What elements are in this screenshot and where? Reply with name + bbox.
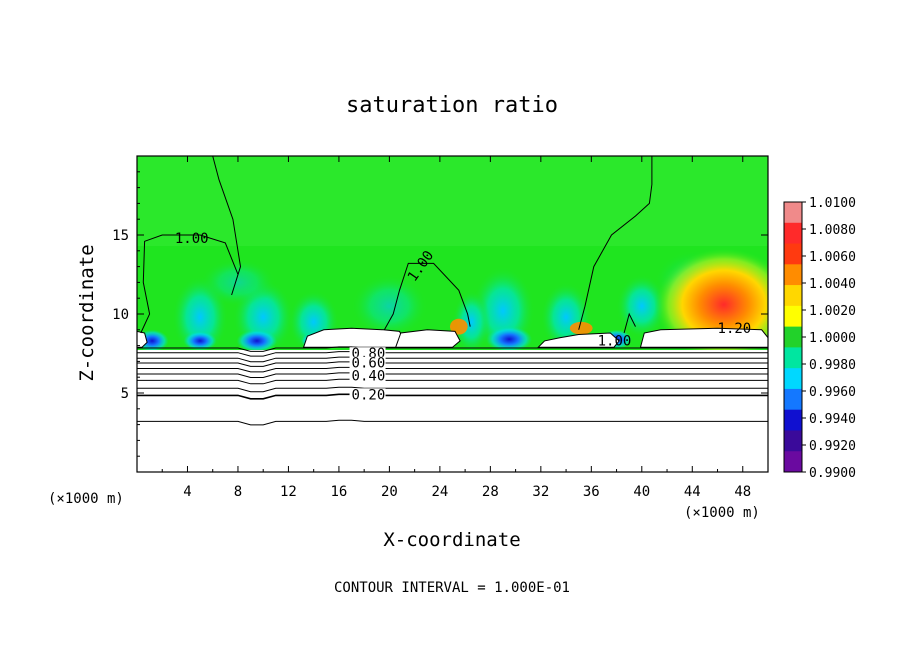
- colorbar-swatch: [784, 264, 802, 286]
- colorbar-label: 1.0020: [809, 304, 856, 319]
- colorbar-swatch: [784, 326, 802, 348]
- cloud-regions: [137, 327, 768, 348]
- field-anomalies: [137, 247, 768, 362]
- contour-label: 1.00: [175, 231, 209, 247]
- colorbar-swatch: [784, 285, 802, 307]
- contour-line: [137, 419, 768, 426]
- y-tick-label: 10: [112, 307, 129, 323]
- contour-line: [137, 378, 768, 385]
- colorbar-swatch: [784, 347, 802, 369]
- cloud-region: [537, 332, 620, 348]
- contour-line: [137, 372, 768, 378]
- colorbar-label: 0.9980: [809, 358, 856, 373]
- contour-line: [137, 361, 768, 367]
- colorbar-swatch: [784, 243, 802, 265]
- x-tick-label: 24: [431, 484, 448, 500]
- very-low-saturation-region: [183, 331, 217, 351]
- y-tick-label: 5: [121, 386, 129, 402]
- colorbar-label: 1.0100: [809, 196, 856, 211]
- contour-line: [137, 346, 768, 352]
- colorbar-swatch: [784, 222, 802, 245]
- low-saturation-region: [351, 274, 428, 338]
- x-tick-label: 20: [381, 484, 398, 500]
- low-saturation-region: [616, 274, 668, 338]
- x-tick-label: 32: [532, 484, 549, 500]
- colorbar-swatch: [784, 388, 802, 411]
- cloud-region: [394, 329, 461, 348]
- colorbar-swatch: [784, 430, 802, 452]
- supersaturation-spot: [449, 318, 468, 335]
- contour-line: [137, 351, 768, 357]
- contour-line: [137, 356, 768, 363]
- very-low-saturation-region: [486, 326, 533, 352]
- contour-label: 1.20: [718, 321, 752, 337]
- x-tick-label: 48: [734, 484, 751, 500]
- colorbar-swatch: [784, 409, 802, 431]
- contour-label: 0.20: [352, 387, 386, 403]
- contour-label-background: [349, 369, 386, 383]
- very-low-saturation-region: [236, 329, 278, 352]
- colorbar-swatch: [784, 202, 802, 224]
- below-cloud-white: [137, 350, 768, 472]
- cloud-region: [639, 327, 768, 348]
- supersaturation-spot: [569, 321, 593, 335]
- contour-label-background: [349, 356, 386, 370]
- colorbar-swatch: [784, 305, 802, 328]
- contour-line: [137, 386, 768, 393]
- x-tick-label: 8: [234, 484, 242, 500]
- contour-line: [623, 312, 636, 334]
- contour-line: [137, 393, 768, 400]
- field-upper-tint: [137, 156, 768, 246]
- x-tick-label: 4: [183, 484, 191, 500]
- cloud-region: [137, 330, 148, 348]
- x-tick-label: 16: [330, 484, 347, 500]
- colorbar-label: 0.9940: [809, 412, 856, 427]
- low-saturation-region: [452, 290, 491, 354]
- plot-area: 1.001.001.201.000.800.600.400.20: [137, 156, 768, 472]
- contour-label: 0.40: [352, 368, 386, 384]
- contour-line: [140, 156, 242, 334]
- colorbar-label: 0.9920: [809, 439, 856, 454]
- x-tick-label: 12: [280, 484, 297, 500]
- colorbar-label: 0.9900: [809, 466, 856, 481]
- contour-interval-note: CONTOUR INTERVAL = 1.000E-01: [334, 580, 570, 596]
- x-axis-ticks: 4 8 12 16 20 24 28 32 36 40 44 48: [161, 156, 751, 500]
- x-unit-left: (×1000 m): [48, 491, 124, 507]
- low-saturation-region: [200, 258, 276, 307]
- contour-label-background: [349, 388, 386, 402]
- y-axis-label: Z-coordinate: [76, 244, 98, 381]
- x-tick-label: 44: [684, 484, 701, 500]
- x-tick-label: 40: [633, 484, 650, 500]
- x-unit-right: (×1000 m): [684, 505, 760, 521]
- colorbar-swatch: [784, 368, 802, 390]
- contour-lines: [137, 156, 768, 426]
- y-axis-ticks: 5 10 15: [112, 171, 768, 457]
- contour-label: 0.60: [352, 356, 386, 372]
- colorbar-label: 0.9960: [809, 385, 856, 400]
- x-tick-label: 36: [583, 484, 600, 500]
- colorbar: 1.0100 1.0080 1.0060 1.0040 1.0020 1.0000 0.99…: [783, 196, 856, 481]
- colorbar-label: 1.0040: [809, 277, 856, 292]
- y-tick-label: 15: [112, 228, 129, 244]
- contour-line: [137, 366, 768, 373]
- colorbar-label: 1.0000: [809, 331, 856, 346]
- contour-label: 1.00: [598, 334, 632, 350]
- contour-line: [383, 262, 471, 331]
- colorbar-label: 1.0080: [809, 223, 856, 238]
- colorbar-swatch: [784, 451, 802, 473]
- colorbar-label: 1.0060: [809, 250, 856, 265]
- chart-title: saturation ratio: [346, 93, 558, 118]
- x-tick-label: 28: [482, 484, 499, 500]
- contour-line: [578, 156, 653, 330]
- x-axis-label: X-coordinate: [383, 529, 520, 551]
